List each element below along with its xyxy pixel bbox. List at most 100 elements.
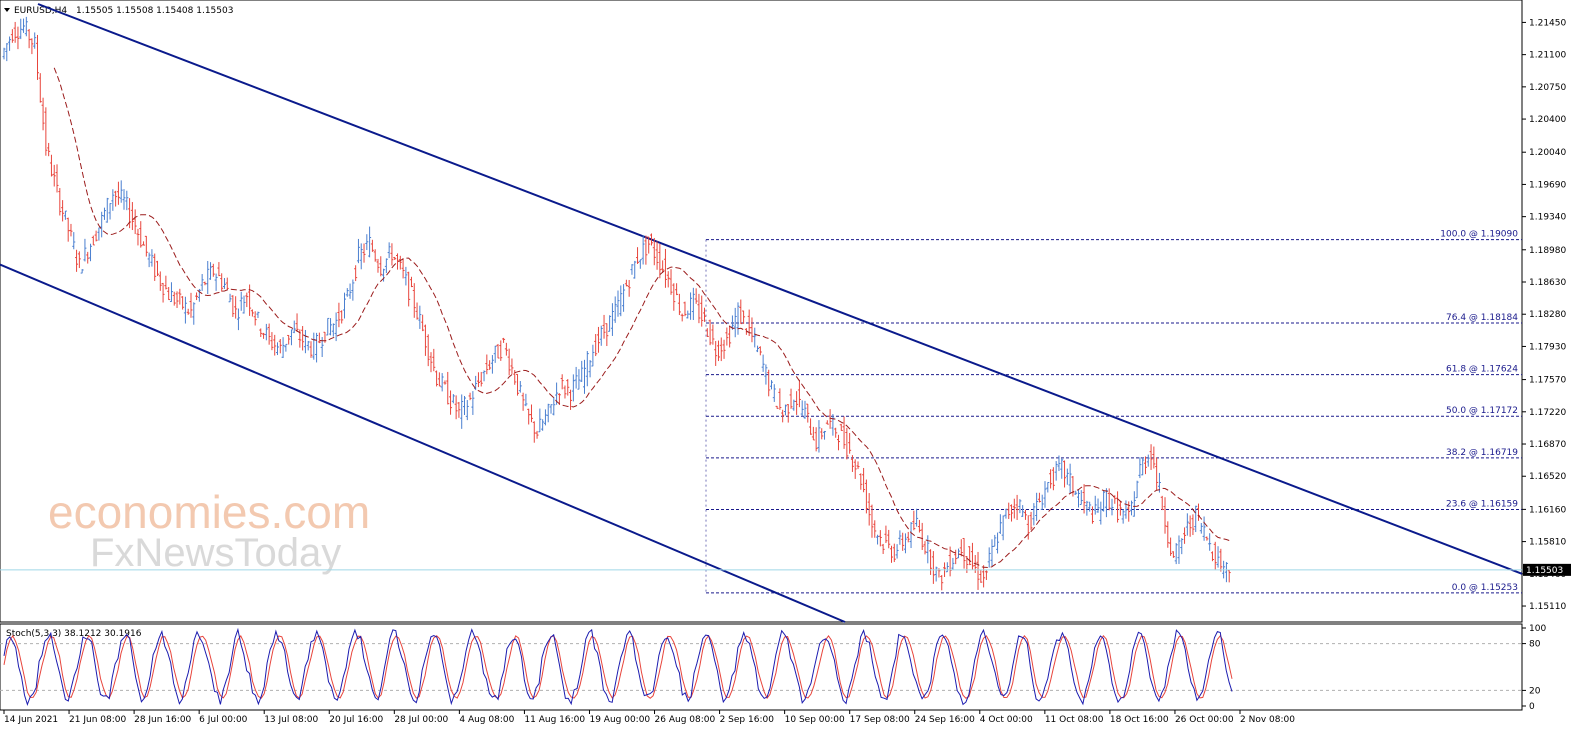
candle xyxy=(633,260,637,279)
candle xyxy=(8,36,12,51)
fib-level-label: 23.6 @ 1.16159 xyxy=(1446,499,1518,509)
candle xyxy=(842,416,846,449)
y-tick-label: 1.20750 xyxy=(1529,83,1566,93)
candle xyxy=(326,317,330,336)
candle xyxy=(301,326,305,351)
candle xyxy=(901,532,905,551)
candle xyxy=(178,288,182,305)
candle xyxy=(189,292,193,318)
candle xyxy=(468,392,472,401)
candle xyxy=(1219,548,1223,572)
candle xyxy=(602,314,606,339)
candle xyxy=(1216,546,1220,568)
candle xyxy=(532,421,536,443)
y-tick-label: 1.17930 xyxy=(1529,342,1566,352)
x-tick-label: 11 Aug 16:00 xyxy=(524,715,585,725)
candle xyxy=(725,327,729,346)
candle xyxy=(1021,505,1025,517)
candle xyxy=(415,302,419,320)
candle xyxy=(1010,504,1014,522)
candle xyxy=(594,334,598,357)
candle xyxy=(94,230,98,242)
y-tick-label: 1.16870 xyxy=(1529,440,1566,450)
candle xyxy=(1018,499,1022,514)
candle xyxy=(970,542,974,570)
y-tick-label: 1.18980 xyxy=(1529,246,1566,256)
candle xyxy=(1077,489,1080,508)
candle xyxy=(437,372,441,387)
y-tick-label: 1.19340 xyxy=(1529,213,1566,223)
candle xyxy=(591,344,595,367)
axes-group: 1.21450 1.21100 1.20750 1.20400 1.20040 1.196… xyxy=(3,18,1566,725)
stoch-tick-label: 100 xyxy=(1529,624,1546,634)
candle xyxy=(1032,503,1036,526)
candle xyxy=(482,370,486,382)
candle xyxy=(569,389,573,410)
candle xyxy=(365,234,369,251)
candle xyxy=(839,423,843,431)
candle xyxy=(630,264,634,275)
candle xyxy=(926,535,930,564)
candle xyxy=(876,534,880,545)
candle xyxy=(845,427,849,460)
candle xyxy=(775,405,779,409)
candle xyxy=(27,28,31,49)
candle xyxy=(809,418,813,435)
candle xyxy=(175,291,179,308)
candle xyxy=(527,408,531,425)
candle xyxy=(2,47,6,60)
candle xyxy=(449,390,453,415)
candle xyxy=(245,292,249,308)
candle xyxy=(1155,457,1159,491)
candle xyxy=(354,265,358,282)
stoch-main-line xyxy=(3,627,1233,706)
candle xyxy=(289,329,293,346)
candle xyxy=(474,375,478,391)
candle xyxy=(359,243,363,270)
candle xyxy=(1132,491,1136,517)
candle xyxy=(982,565,986,588)
candle xyxy=(1037,492,1041,503)
candle xyxy=(647,236,651,254)
y-tick-label: 1.15110 xyxy=(1529,602,1566,612)
candle xyxy=(384,258,388,274)
candle xyxy=(929,549,933,575)
candle xyxy=(356,238,360,264)
candle xyxy=(750,317,754,343)
candle xyxy=(451,394,455,404)
stoch-tick-label: 80 xyxy=(1529,640,1541,650)
candle xyxy=(686,310,690,319)
candle xyxy=(705,328,709,337)
candle xyxy=(1063,460,1067,488)
candle xyxy=(1043,481,1047,508)
candle xyxy=(231,295,235,317)
x-tick-label: 10 Sep 00:00 xyxy=(785,715,845,725)
candle xyxy=(1191,514,1195,536)
candle xyxy=(797,379,801,408)
candle xyxy=(125,190,129,211)
candle xyxy=(398,255,402,270)
candle xyxy=(317,332,321,344)
candle xyxy=(1096,498,1100,513)
candle xyxy=(30,38,34,55)
candle xyxy=(800,400,804,417)
candle xyxy=(295,313,299,332)
candle xyxy=(675,283,679,296)
candle xyxy=(315,332,319,363)
candle xyxy=(624,279,628,287)
candle xyxy=(1065,468,1069,485)
candle xyxy=(44,107,48,156)
candle xyxy=(884,525,888,543)
candle xyxy=(1185,513,1189,536)
candle xyxy=(856,461,860,470)
candle xyxy=(862,467,866,493)
indicator-plot-frame xyxy=(0,623,1523,711)
candle xyxy=(803,400,807,419)
candle xyxy=(206,260,210,295)
candle xyxy=(1079,490,1083,505)
x-tick-label: 28 Jul 00:00 xyxy=(394,715,448,725)
candle xyxy=(574,366,578,389)
dropdown-triangle-icon[interactable] xyxy=(4,8,10,12)
candle xyxy=(292,320,296,334)
candle xyxy=(1180,538,1184,555)
